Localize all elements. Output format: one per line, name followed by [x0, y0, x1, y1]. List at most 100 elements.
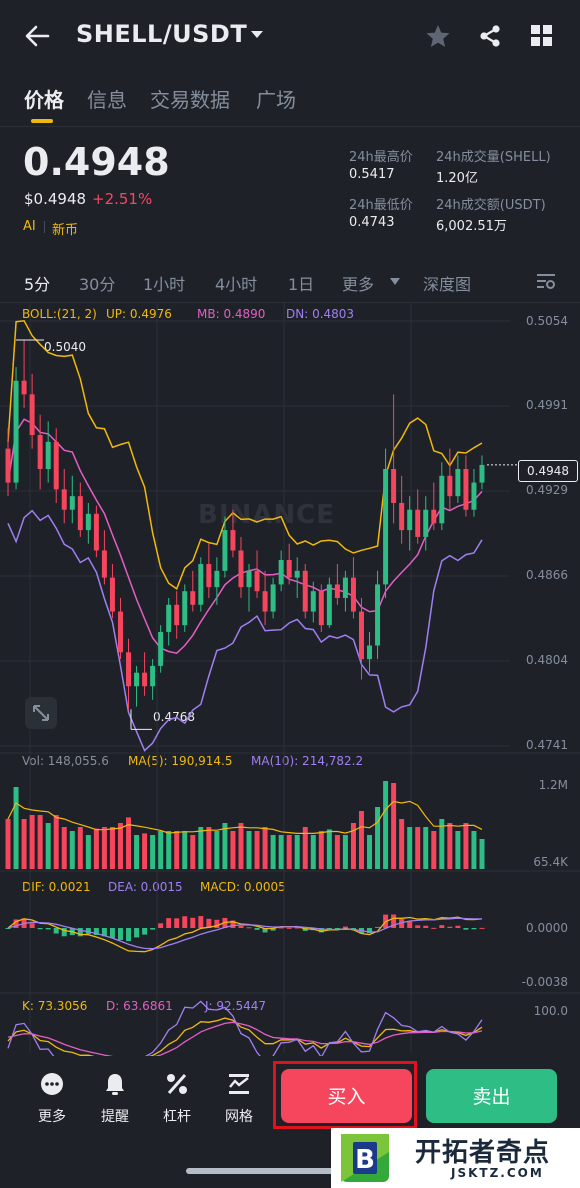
volume-bar: [174, 831, 180, 869]
site-watermark-en: JSKTZ.COM: [451, 1166, 544, 1180]
volume-bar: [358, 811, 364, 869]
share-icon[interactable]: [478, 24, 502, 48]
site-watermark-cn: 开拓者奇点: [415, 1138, 551, 1168]
boll-up-label: UP: 0.4976: [106, 307, 172, 321]
macd-histogram-bar: [85, 928, 91, 935]
candle-body: [230, 530, 236, 551]
macd-dea-label: DEA: 0.0015: [108, 880, 183, 894]
interval-1d[interactable]: 1日: [288, 275, 315, 294]
home-indicator[interactable]: [186, 1168, 376, 1174]
macd-histogram-bar: [262, 928, 268, 933]
back-arrow-icon[interactable]: [24, 24, 50, 48]
candle-body: [471, 482, 477, 510]
volume-bar: [238, 823, 244, 869]
volume-bar: [326, 829, 332, 869]
turnover-value: 6,002.51万: [436, 219, 507, 234]
candle-body: [367, 645, 373, 660]
candle-body: [334, 584, 340, 598]
kdj-pane: [7, 1000, 483, 1056]
macd-histogram-bar: [158, 923, 164, 928]
alert-button[interactable]: 提醒: [91, 1070, 139, 1126]
candle-body: [77, 496, 83, 531]
volume-bar: [423, 827, 429, 869]
kline-chart[interactable]: [0, 303, 580, 1056]
volume-bar: [399, 819, 405, 869]
price-axis-label-3: 0.4929: [526, 483, 568, 497]
interval-5m[interactable]: 5分: [24, 275, 51, 294]
volume-bar: [93, 828, 99, 869]
fullscreen-button[interactable]: [25, 697, 57, 729]
volume-value: 1.20亿: [436, 171, 478, 186]
macd-histogram-bar: [37, 928, 43, 930]
vol-ma10-label: MA(10): 214,782.2: [251, 754, 364, 768]
grid-menu-icon[interactable]: [531, 25, 553, 47]
tag-ai[interactable]: AI: [23, 219, 36, 234]
volume-bar: [254, 831, 260, 869]
volume-bar: [29, 815, 35, 869]
usd-price: $0.4948: [24, 190, 87, 208]
chart-settings-icon[interactable]: [535, 271, 557, 291]
volume-bar: [455, 831, 461, 869]
leverage-button[interactable]: 杠杆: [153, 1070, 201, 1126]
interval-30m[interactable]: 30分: [79, 275, 116, 294]
macd-dea-line: [7, 917, 482, 950]
volume-bar: [126, 817, 132, 869]
macd-histogram-bar: [350, 928, 356, 929]
caret-down-icon[interactable]: [250, 30, 264, 40]
low-marker-label: 0.4768: [153, 710, 195, 724]
interval-4h[interactable]: 4小时: [215, 275, 258, 294]
macd-histogram-bar: [150, 928, 156, 930]
boll-lines: [7, 319, 483, 752]
volume-bar: [431, 831, 437, 869]
macd-histogram-bar: [375, 926, 381, 928]
volume-bar: [286, 835, 292, 869]
candle-body: [166, 604, 172, 632]
top-bar: SHELL/USDT: [0, 0, 580, 72]
volume-axis-max: 1.2M: [538, 778, 568, 792]
interval-1h[interactable]: 1小时: [143, 275, 186, 294]
macd-histogram-bar: [334, 928, 340, 929]
vol-label: Vol: 148,055.6: [22, 754, 109, 768]
candle-body: [294, 570, 300, 578]
tab-trading-data[interactable]: 交易数据: [150, 88, 230, 112]
volume-bar: [407, 827, 413, 869]
interval-more[interactable]: 更多: [342, 275, 375, 294]
volume-bar: [166, 831, 172, 869]
candle-body: [270, 584, 276, 612]
candles: [5, 340, 485, 710]
candle-body: [342, 577, 348, 598]
boll-mb-label: MB: 0.4890: [197, 307, 266, 321]
tab-price[interactable]: 价格: [24, 88, 64, 112]
grid-trading-button[interactable]: 网格: [215, 1070, 263, 1126]
more-button[interactable]: 更多: [28, 1070, 76, 1126]
boll-up-line: [7, 319, 483, 590]
buy-highlight-frame: [273, 1061, 417, 1129]
macd-histogram-bar: [230, 920, 236, 928]
candle-body: [29, 394, 35, 436]
volume-bar: [142, 833, 148, 869]
volume-bar: [101, 827, 107, 869]
volume-axis-min: 65.4K: [533, 855, 568, 869]
sell-button[interactable]: 卖出: [426, 1069, 557, 1123]
candle-body: [13, 380, 19, 483]
tab-square[interactable]: 广场: [256, 88, 296, 112]
macd-histogram-bar: [53, 928, 59, 934]
kdj-k-line: [7, 1017, 483, 1056]
high-marker-label: 0.5040: [44, 340, 86, 354]
volume-bar: [447, 823, 453, 869]
price-change: +2.51%: [92, 190, 153, 208]
pair-title[interactable]: SHELL/USDT: [76, 20, 248, 48]
kdj-k-label: K: 73.3056: [22, 999, 88, 1013]
buy-button[interactable]: 买入: [281, 1069, 412, 1123]
candle-body: [479, 464, 485, 483]
star-icon[interactable]: [425, 24, 451, 48]
candle-body: [318, 591, 324, 626]
macd-histogram-bar: [399, 919, 405, 928]
macd-histogram-bar: [471, 928, 477, 930]
macd-value-label: MACD: 0.0005: [200, 880, 286, 894]
tab-info[interactable]: 信息: [87, 88, 127, 112]
tag-new-coin[interactable]: 新币: [52, 223, 79, 238]
candle-body: [254, 570, 260, 592]
depth-chart-tab[interactable]: 深度图: [423, 275, 472, 294]
candle-body: [310, 591, 316, 612]
